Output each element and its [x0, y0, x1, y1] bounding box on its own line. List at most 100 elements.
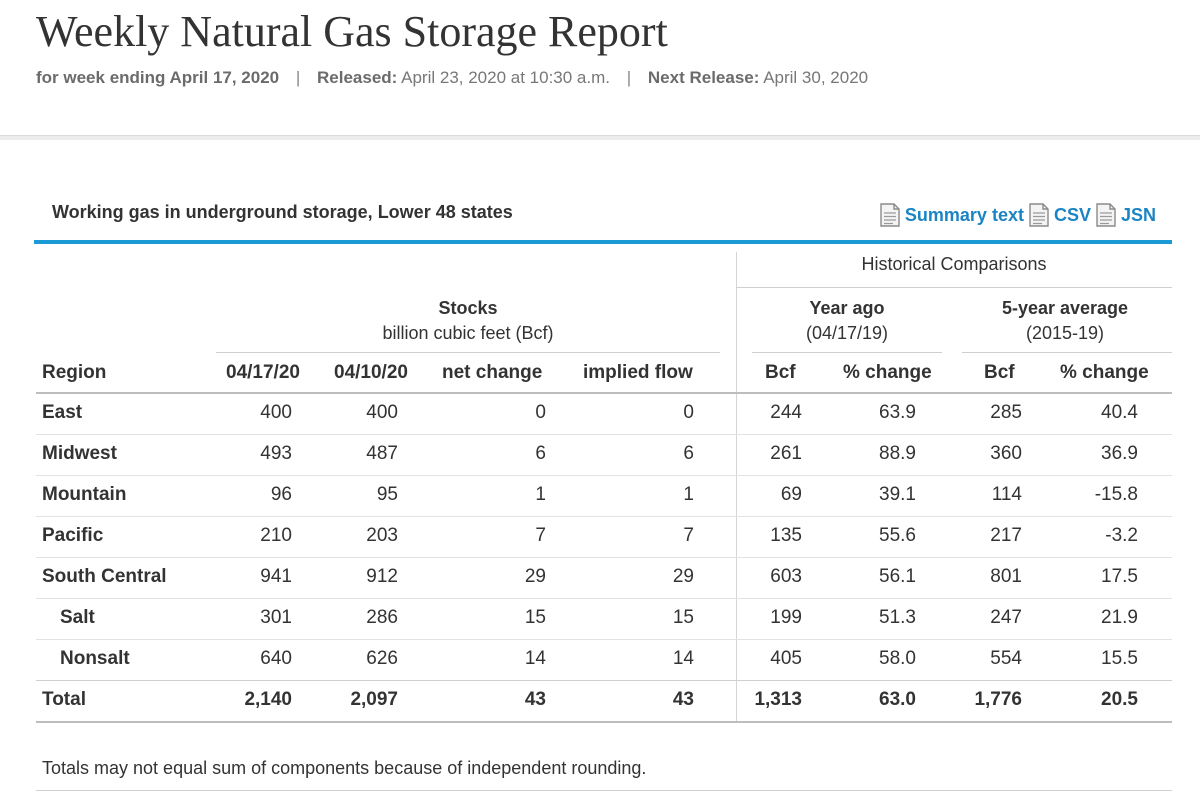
json-link[interactable]: JSN	[1095, 203, 1156, 227]
col-header-implied-flow: implied flow	[583, 362, 693, 383]
stock-previous: 2,097	[350, 689, 398, 710]
five-year-pct: 40.4	[1101, 402, 1138, 423]
stocks-subtitle: billion cubic feet (Bcf)	[382, 323, 554, 343]
year-ago-bcf: 1,313	[754, 689, 802, 710]
footer-divider	[36, 790, 1172, 791]
year-ago-bcf: 199	[770, 607, 802, 628]
five-year-pct: -15.8	[1094, 484, 1138, 505]
table-row: East 400 400 0 0 244 63.9 285 40.4	[36, 394, 1172, 435]
five-year-pct: 20.5	[1101, 689, 1138, 710]
stock-current: 96	[270, 484, 292, 505]
year-ago-bcf: 603	[770, 566, 802, 587]
five-year-bcf: 360	[990, 443, 1022, 464]
year-ago-pct: 39.1	[879, 484, 916, 505]
csv-link[interactable]: CSV	[1028, 203, 1091, 227]
col-header-current: 04/17/20	[226, 362, 300, 383]
header-divider	[0, 135, 1200, 140]
net-change: 1	[535, 484, 546, 505]
region-name: Pacific	[42, 525, 104, 546]
col-header-five-year-bcf: Bcf	[984, 362, 1015, 383]
json-label: JSN	[1120, 204, 1156, 225]
year-ago-pct: 51.3	[879, 607, 916, 628]
implied-flow: 29	[672, 566, 694, 587]
row-divider	[36, 516, 1172, 517]
year-ago-title: Year ago	[809, 298, 885, 318]
implied-flow: 15	[672, 607, 694, 628]
stock-current: 210	[260, 525, 292, 546]
section-title: Working gas in underground storage, Lowe…	[52, 202, 513, 222]
net-change: 0	[535, 402, 546, 423]
total-label: Total	[42, 689, 86, 710]
col-header-region: Region	[42, 362, 107, 383]
net-change: 14	[524, 648, 546, 669]
page-title: Weekly Natural Gas Storage Report	[36, 7, 668, 56]
five-year-bcf: 1,776	[974, 689, 1022, 710]
five-year-pct: 21.9	[1101, 607, 1138, 628]
stock-current: 640	[260, 648, 292, 669]
section-accent-rule	[34, 240, 1172, 244]
row-divider	[36, 475, 1172, 476]
document-icon	[1029, 203, 1049, 227]
five-year-group-header: 5-year average (2015-19)	[962, 296, 1168, 346]
total-top-rule	[36, 680, 1172, 681]
year-ago-bcf: 405	[770, 648, 802, 669]
net-change: 7	[535, 525, 546, 546]
year-ago-group-header: Year ago (04/17/19)	[752, 296, 942, 346]
released-value: April 23, 2020 at 10:30 a.m.	[401, 68, 610, 87]
five-year-pct: 15.5	[1101, 648, 1138, 669]
five-year-bcf: 801	[990, 566, 1022, 587]
year-ago-bcf: 244	[770, 402, 802, 423]
col-header-net-change: net change	[442, 362, 543, 383]
implied-flow: 7	[683, 525, 694, 546]
stock-current: 2,140	[244, 689, 292, 710]
document-icon	[1096, 203, 1116, 227]
row-divider	[36, 434, 1172, 435]
summary-text-link[interactable]: Summary text	[879, 203, 1024, 227]
year-ago-subtitle: (04/17/19)	[805, 323, 889, 343]
implied-flow: 14	[672, 648, 694, 669]
stock-previous: 286	[366, 607, 398, 628]
stock-current: 493	[260, 443, 292, 464]
table-row: Pacific 210 203 7 7 135 55.6 217 -3.2	[36, 517, 1172, 558]
col-header-previous: 04/10/20	[334, 362, 408, 383]
historical-comparisons-header: Historical Comparisons	[861, 254, 1047, 274]
stock-previous: 95	[376, 484, 398, 505]
five-year-pct: -3.2	[1105, 525, 1138, 546]
year-ago-pct: 58.0	[879, 648, 916, 669]
table-total-row: Total 2,140 2,097 43 43 1,313 63.0 1,776…	[36, 681, 1172, 722]
year-ago-pct: 63.9	[879, 402, 916, 423]
year-ago-bcf: 261	[770, 443, 802, 464]
table-row: Salt 301 286 15 15 199 51.3 247 21.9	[36, 599, 1172, 640]
col-header-five-year-pct: % change	[1060, 362, 1149, 383]
net-change: 29	[524, 566, 546, 587]
five-year-bcf: 247	[990, 607, 1022, 628]
five-year-bcf: 217	[990, 525, 1022, 546]
five-year-pct: 17.5	[1101, 566, 1138, 587]
implied-flow: 0	[683, 402, 694, 423]
total-bottom-rule	[36, 721, 1172, 723]
region-name: South Central	[42, 566, 167, 587]
table-row: Mountain 96 95 1 1 69 39.1 114 -15.8	[36, 476, 1172, 517]
stock-previous: 912	[366, 566, 398, 587]
year-ago-pct: 63.0	[879, 689, 916, 710]
stocks-group-header: Stocks billion cubic feet (Bcf)	[216, 296, 720, 346]
document-icon	[880, 203, 900, 227]
col-header-year-ago-pct: % change	[843, 362, 932, 383]
region-name: East	[42, 402, 83, 423]
download-links: Summary text CSV JSN	[875, 203, 1156, 227]
table-row: South Central 941 912 29 29 603 56.1 801…	[36, 558, 1172, 599]
five-year-pct: 36.9	[1101, 443, 1138, 464]
footnote: Totals may not equal sum of components b…	[42, 758, 647, 778]
stock-previous: 487	[366, 443, 398, 464]
five-year-title: 5-year average	[1001, 298, 1129, 318]
five-year-bcf: 554	[990, 648, 1022, 669]
stock-previous: 626	[366, 648, 398, 669]
net-change: 15	[524, 607, 546, 628]
header-divider	[962, 352, 1172, 353]
stock-previous: 400	[366, 402, 398, 423]
separator: |	[295, 68, 301, 87]
col-header-year-ago-bcf: Bcf	[765, 362, 796, 383]
header-bottom-rule	[36, 392, 1172, 394]
stock-current: 400	[260, 402, 292, 423]
next-release-label: Next Release:	[647, 68, 760, 87]
